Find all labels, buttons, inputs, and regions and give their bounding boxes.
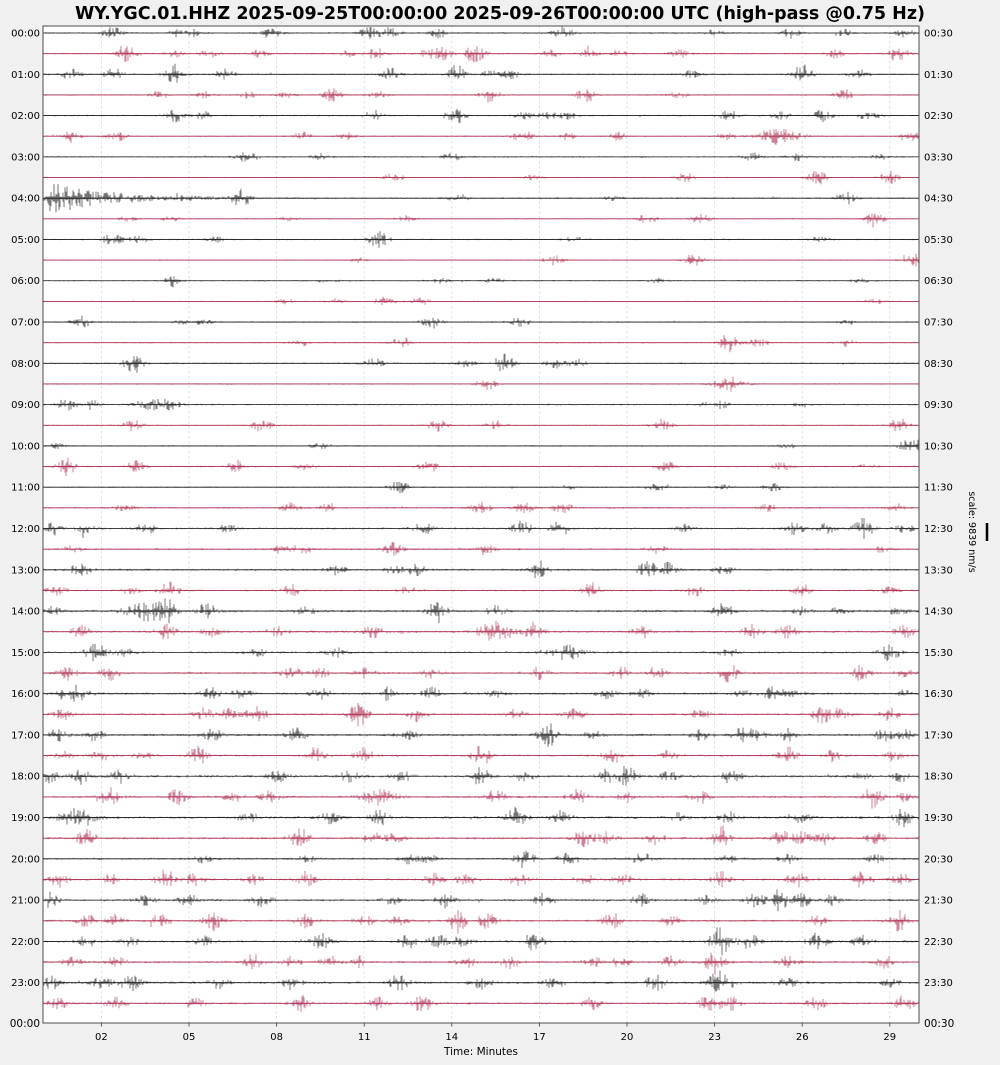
left-time-label: 04:00 [11,194,40,205]
plot-border [42,25,920,1024]
left-time-label: 23:00 [11,978,40,989]
left-time-label: 18:00 [11,772,40,783]
label-layer: 02 05 08 11 14 17 20 23 26 29 00:00 00:30 01:00 01:30… [11,29,953,1044]
grid-layer [101,26,891,1023]
right-time-label: 16:30 [924,689,953,700]
right-time-label: 09:30 [924,400,953,411]
bottom-left-time-label: 00:00 [10,1018,40,1030]
left-time-label: 12:00 [11,524,40,535]
x-axis-label: Time: Minutes [443,1046,518,1058]
x-tick-label: 02 [95,1032,108,1043]
right-time-label: 11:30 [924,483,953,494]
right-time-label: 13:30 [924,565,953,576]
left-time-label: 06:00 [11,276,40,287]
right-time-label: 23:30 [924,978,953,989]
right-time-label: 07:30 [924,318,953,329]
right-time-label: 06:30 [924,276,953,287]
right-time-label: 17:30 [924,730,953,741]
right-time-label: 05:30 [924,235,953,246]
right-time-label: 01:30 [924,70,953,81]
right-time-label: 14:30 [924,607,953,618]
right-time-label: 10:30 [924,441,953,452]
left-time-label: 05:00 [11,235,40,246]
right-time-label: 04:30 [924,194,953,205]
right-time-label: 02:30 [924,111,953,122]
left-time-label: 17:00 [11,730,40,741]
plot-title: WY.YGC.01.HHZ 2025-09-25T00:00:00 2025-0… [75,4,925,24]
right-time-label: 15:30 [924,648,953,659]
left-time-label: 11:00 [11,483,40,494]
left-time-label: 14:00 [11,607,40,618]
left-time-label: 13:00 [11,565,40,576]
bottom-right-time-label: 00:30 [924,1018,954,1030]
x-tick-label: 08 [270,1032,283,1043]
left-time-label: 19:00 [11,813,40,824]
x-tick-label: 17 [533,1032,546,1043]
left-time-label: 00:00 [11,29,40,40]
x-tick-label: 26 [796,1032,809,1043]
x-tick-label: 05 [183,1032,196,1043]
left-time-label: 22:00 [11,937,40,948]
x-tick-label: 23 [708,1032,721,1043]
right-time-label: 00:30 [924,29,953,40]
left-time-label: 16:00 [11,689,40,700]
right-time-label: 08:30 [924,359,953,370]
left-time-label: 15:00 [11,648,40,659]
left-time-label: 03:00 [11,152,40,163]
left-time-label: 10:00 [11,441,40,452]
left-time-label: 09:00 [11,400,40,411]
left-time-label: 01:00 [11,70,40,81]
x-tick-label: 20 [621,1032,634,1043]
x-tick-label: 14 [445,1032,458,1043]
left-time-label: 20:00 [11,854,40,865]
left-time-label: 02:00 [11,111,40,122]
x-tick-label: 29 [883,1032,896,1043]
left-time-label: 07:00 [11,318,40,329]
trace-layer [42,26,920,1012]
left-time-label: 08:00 [11,359,40,370]
right-time-label: 20:30 [924,854,953,865]
plot-background [43,26,919,1023]
right-time-label: 03:30 [924,152,953,163]
right-time-label: 19:30 [924,813,953,824]
right-time-label: 12:30 [924,524,953,535]
right-time-label: 18:30 [924,772,953,783]
scale-label: scale: 9839 nm/s [966,491,977,572]
x-tick-label: 11 [358,1032,371,1043]
right-time-label: 22:30 [924,937,953,948]
left-time-label: 21:00 [11,896,40,907]
right-time-label: 21:30 [924,896,953,907]
